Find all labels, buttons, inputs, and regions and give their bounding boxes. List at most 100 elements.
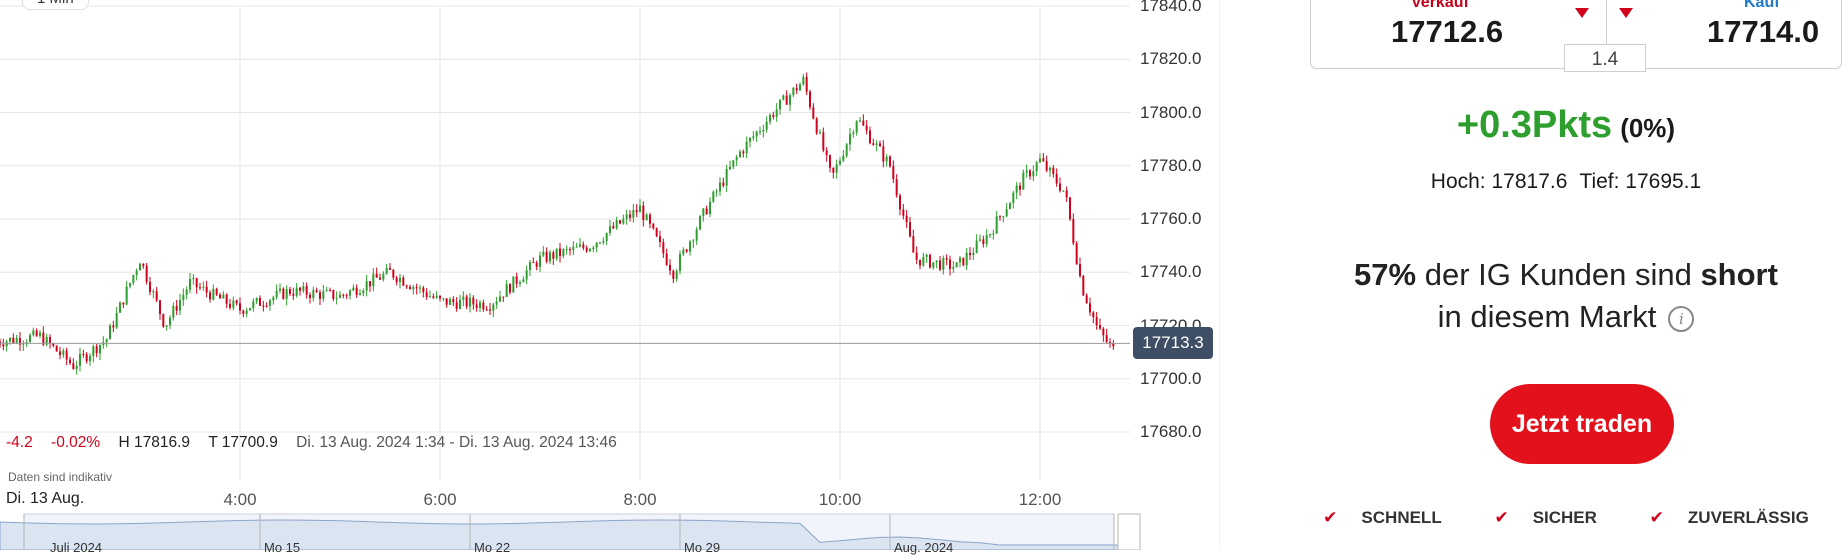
candle-down: [445, 298, 448, 305]
candle-up: [325, 289, 328, 292]
navigator-label: Juli 2024: [50, 540, 103, 555]
candle-up: [335, 297, 338, 299]
candle-down: [145, 266, 148, 282]
candle-down: [812, 107, 815, 119]
candle-up: [995, 216, 998, 234]
candle-up: [179, 299, 181, 311]
candle-up: [479, 302, 481, 308]
candle-down: [805, 76, 808, 92]
candle-down: [515, 276, 518, 284]
chart-panel[interactable]: 1 Min 17840.0 17820.0 17800.0 17780.0 17760.…: [0, 0, 1220, 555]
candle-up: [1025, 170, 1028, 173]
candle-up: [592, 247, 595, 250]
feature-safe: ✔ SICHER: [1494, 508, 1597, 527]
sentiment-line2: in diesem Markt: [1437, 299, 1657, 334]
candle-down: [95, 346, 98, 354]
candle-up: [132, 275, 135, 283]
candle-up: [359, 293, 361, 295]
candle-down: [305, 286, 308, 295]
candle-down: [55, 345, 58, 352]
candle-up: [269, 300, 271, 306]
x-axis-label: 6:00: [423, 490, 457, 509]
candle-down: [655, 228, 658, 237]
candle-up: [349, 290, 351, 296]
candle-up: [1002, 216, 1005, 218]
candle-down: [235, 300, 238, 304]
candle-down: [475, 304, 478, 308]
candle-down: [509, 284, 511, 293]
candle-down: [85, 354, 88, 362]
candle-down: [665, 253, 668, 265]
candle-down: [259, 297, 261, 306]
candle-up: [279, 288, 281, 291]
buy-label: Kauf: [1744, 0, 1780, 11]
candle-down: [142, 263, 145, 267]
candle-up: [719, 182, 721, 192]
candle-down: [355, 287, 358, 295]
candle-down: [485, 309, 488, 311]
date-label: Di. 13 Aug.: [6, 490, 85, 507]
candle-down: [452, 299, 455, 303]
candle-up: [105, 339, 108, 343]
candle-down: [1059, 183, 1061, 191]
candle-up: [75, 365, 78, 369]
check-icon: ✔: [1323, 508, 1338, 527]
interval-selector[interactable]: 1 Min: [22, 0, 89, 10]
sell-price[interactable]: 17712.6: [1391, 14, 1504, 49]
candle-down: [915, 252, 918, 260]
y-axis-label: 17760.0: [1140, 209, 1202, 228]
candle-down: [389, 267, 391, 270]
candle-up: [729, 166, 731, 170]
y-axis-label: 17820.0: [1140, 49, 1202, 69]
candle-up: [645, 214, 648, 221]
candle-up: [942, 257, 945, 270]
candle-down: [619, 220, 621, 224]
buy-price[interactable]: 17714.0: [1707, 14, 1820, 49]
candle-up: [759, 131, 761, 133]
quote-panel: Verkauf 17712.6 Kauf 17714.0 1.4 +0.3Pkt…: [1290, 0, 1842, 550]
candle-up: [989, 234, 991, 236]
candle-up: [749, 137, 751, 142]
x-axis-label: 10:00: [818, 490, 862, 509]
candle-up: [539, 255, 541, 267]
candle-down: [49, 336, 51, 344]
candle-down: [299, 287, 301, 291]
candle-down: [1052, 167, 1055, 174]
y-axis-label: 17800.0: [1140, 102, 1202, 122]
candle-up: [845, 144, 848, 156]
candle-down: [289, 289, 291, 294]
candle-up: [312, 290, 315, 299]
candle-up: [769, 114, 771, 122]
candle-down: [902, 209, 905, 216]
candle-down: [1075, 243, 1078, 265]
candle-up: [272, 297, 275, 301]
candle-down: [785, 95, 788, 105]
candle-up: [232, 300, 235, 308]
candle-down: [199, 287, 201, 289]
candle-down: [1099, 325, 1101, 329]
candle-down: [1072, 219, 1075, 244]
candle-up: [789, 95, 791, 105]
candle-down: [659, 236, 661, 243]
candle-down: [949, 259, 951, 269]
candle-down: [2, 344, 5, 347]
candle-up: [89, 355, 91, 362]
candle-up: [1012, 192, 1015, 204]
info-icon[interactable]: i: [1668, 305, 1695, 332]
candle-up: [435, 295, 438, 298]
candle-down: [909, 222, 911, 237]
candle-up: [992, 233, 995, 235]
candle-down: [869, 130, 871, 144]
trade-now-button[interactable]: Jetzt traden: [1490, 384, 1674, 464]
candle-down: [652, 223, 655, 229]
candle-down: [822, 132, 825, 151]
change-percent: (0%): [1620, 113, 1676, 143]
daily-change: +0.3Pkts (0%): [1290, 104, 1842, 147]
candle-down: [455, 302, 458, 309]
price-chart[interactable]: [0, 0, 1220, 550]
candle-down: [912, 236, 915, 253]
candle-up: [322, 291, 325, 299]
candle-down: [1042, 158, 1045, 162]
candle-up: [92, 346, 95, 356]
candle-up: [979, 239, 981, 241]
